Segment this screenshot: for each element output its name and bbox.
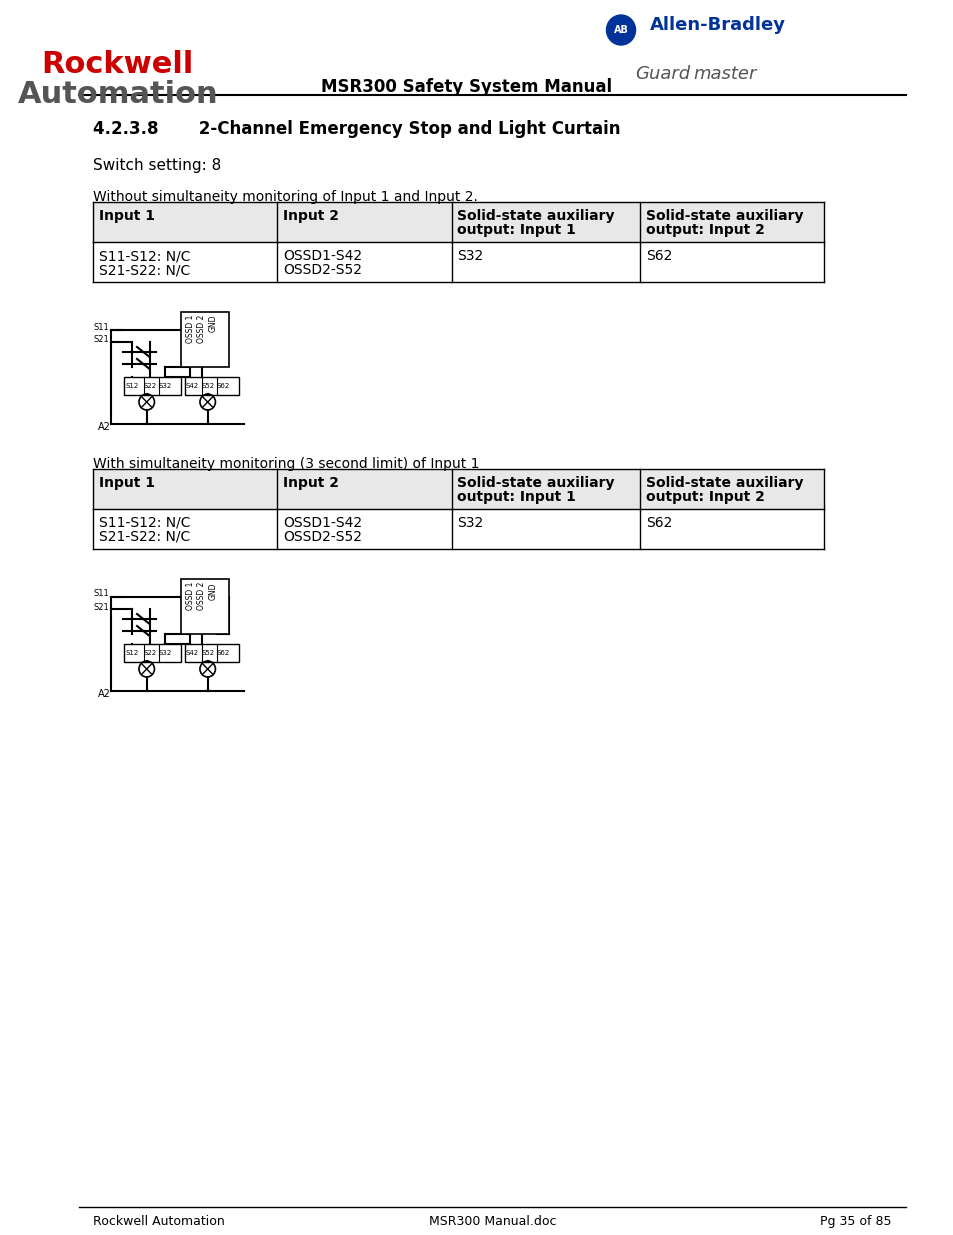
Text: output: Input 1: output: Input 1 [456,224,576,237]
Text: OSSD 1: OSSD 1 [186,582,194,610]
Circle shape [606,15,635,44]
Text: S21-S22: N/C: S21-S22: N/C [99,263,191,277]
Text: S52: S52 [201,383,214,389]
Text: Without simultaneity monitoring of Input 1 and Input 2.: Without simultaneity monitoring of Input… [93,190,477,204]
Text: Solid-state auxiliary: Solid-state auxiliary [645,209,802,224]
Text: S12: S12 [126,383,139,389]
Text: Rockwell: Rockwell [41,49,193,79]
Text: Pg 35 of 85: Pg 35 of 85 [819,1215,890,1228]
Text: GND: GND [209,582,218,599]
Text: S22: S22 [143,650,156,656]
Text: S21: S21 [93,603,109,611]
Text: MSR300 Manual.doc: MSR300 Manual.doc [428,1215,556,1228]
Text: S11: S11 [93,589,109,599]
Text: S32: S32 [158,650,172,656]
Text: S32: S32 [158,383,172,389]
Text: output: Input 2: output: Input 2 [645,490,764,504]
Bar [180,579,229,634]
Text: A2: A2 [98,689,112,699]
Text: Input 1: Input 1 [99,209,155,224]
Bar [124,643,180,662]
Text: S22: S22 [143,383,156,389]
Text: S11: S11 [93,322,109,331]
FancyBboxPatch shape [93,509,823,550]
Text: Solid-state auxiliary: Solid-state auxiliary [456,475,615,490]
FancyBboxPatch shape [93,242,823,282]
Bar [124,377,180,395]
Text: OSSD2-S52: OSSD2-S52 [283,530,362,543]
Text: OSSD2-S52: OSSD2-S52 [283,263,362,277]
Text: OSSD1-S42: OSSD1-S42 [283,249,362,263]
Text: AB: AB [613,25,628,35]
Text: OSSD 1: OSSD 1 [186,315,194,343]
Text: Guard: Guard [635,65,690,83]
Text: OSSD 2: OSSD 2 [197,582,206,610]
Text: Input 2: Input 2 [283,209,339,224]
Text: S62: S62 [645,249,672,263]
Text: S21: S21 [93,336,109,345]
Text: S42: S42 [186,650,198,656]
Text: output: Input 2: output: Input 2 [645,224,764,237]
Text: S12: S12 [126,650,139,656]
Text: S11-S12: N/C: S11-S12: N/C [99,516,191,530]
Text: GND: GND [209,315,218,332]
Text: MSR300 Safety System Manual: MSR300 Safety System Manual [320,78,612,96]
Text: Input 1: Input 1 [99,475,155,490]
Text: Solid-state auxiliary: Solid-state auxiliary [645,475,802,490]
Text: S62: S62 [645,516,672,530]
FancyBboxPatch shape [93,469,823,509]
Text: S11-S12: N/C: S11-S12: N/C [99,249,191,263]
Bar [185,377,238,395]
Text: S42: S42 [186,383,198,389]
Text: S32: S32 [456,249,483,263]
Text: Solid-state auxiliary: Solid-state auxiliary [456,209,615,224]
Text: OSSD1-S42: OSSD1-S42 [283,516,362,530]
Text: S62: S62 [216,650,230,656]
Text: OSSD 2: OSSD 2 [197,315,206,343]
Text: S62: S62 [216,383,230,389]
Text: With simultaneity monitoring (3 second limit) of Input 1: With simultaneity monitoring (3 second l… [93,457,479,471]
Text: A2: A2 [98,422,112,432]
Text: Allen-Bradley: Allen-Bradley [649,16,785,35]
Text: Input 2: Input 2 [283,475,339,490]
Text: 4.2.3.8       2-Channel Emergency Stop and Light Curtain: 4.2.3.8 2-Channel Emergency Stop and Lig… [93,120,620,138]
Bar [185,643,238,662]
Text: output: Input 1: output: Input 1 [456,490,576,504]
Text: master: master [693,65,756,83]
FancyBboxPatch shape [93,203,823,242]
Bar [180,312,229,367]
Text: Rockwell Automation: Rockwell Automation [93,1215,225,1228]
Text: Switch setting: 8: Switch setting: 8 [93,158,221,173]
Text: S21-S22: N/C: S21-S22: N/C [99,530,191,543]
Text: S52: S52 [201,650,214,656]
Text: Automation: Automation [17,80,218,109]
Text: S32: S32 [456,516,483,530]
